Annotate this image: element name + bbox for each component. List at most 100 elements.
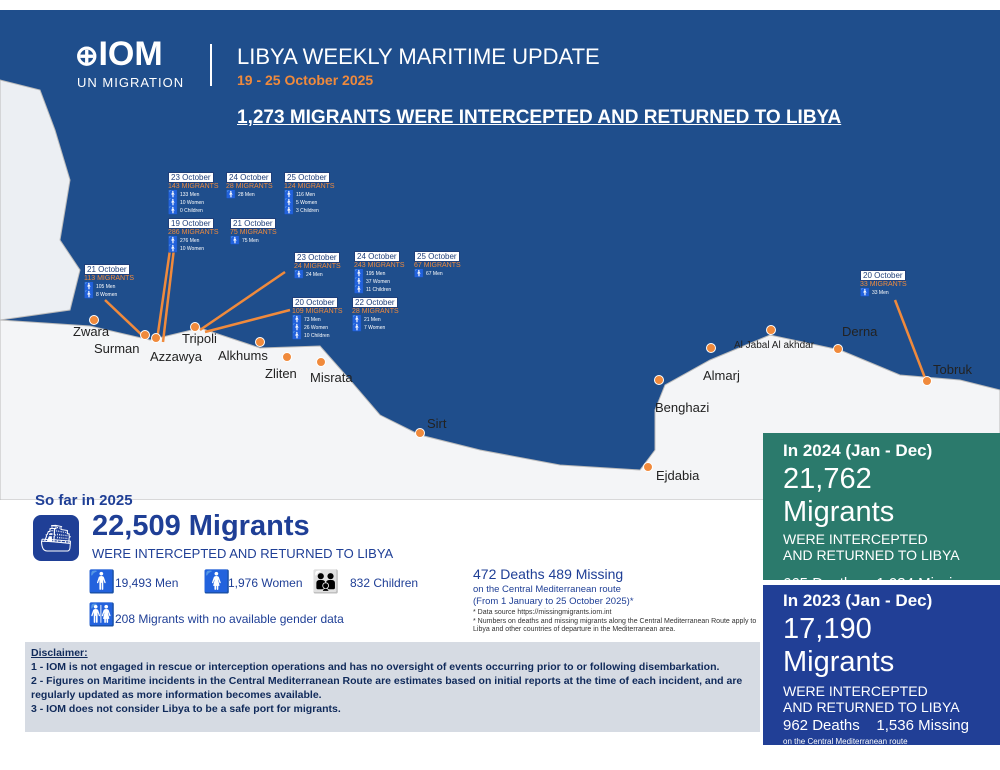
callout: 25 October 67 MIGRANTS 🚹 67 Men: [414, 251, 461, 278]
callout: 20 October 109 MIGRANTS 🚹 73 Men 🚹 26 Women 🚹 1…: [292, 297, 343, 340]
callout: 24 October 243 MIGRANTS 🚹 195 Men 🚹 37 Women 🚹…: [354, 251, 405, 294]
callout-total: 286 MIGRANTS: [168, 229, 219, 236]
man-icon: 🚹: [88, 569, 116, 594]
person-icon: 🚹: [168, 198, 178, 207]
port-dot: [706, 343, 716, 353]
route-arrow: [104, 299, 146, 339]
callout-person-row: 🚹 10 Women: [168, 245, 219, 253]
person-icon: 🚹: [84, 290, 94, 299]
port-dot: [255, 337, 265, 347]
person-icon: 🚹: [860, 288, 870, 297]
callout-person-row: 🚹 3 Children: [284, 207, 335, 215]
route-arrow: [199, 270, 286, 332]
callout-line: 133 Men: [179, 191, 200, 198]
deaths-note1: * Data source https://missingmigrants.io…: [473, 609, 612, 616]
callout-date: 24 October: [226, 172, 272, 183]
woman-icon: 🚺: [203, 569, 231, 594]
sub2-2024: AND RETURNED TO LIBYA: [783, 547, 960, 563]
city-label: Ejdabia: [656, 468, 700, 483]
disclaimer-title: Disclaimer:: [31, 647, 88, 659]
logo-sub: UN MIGRATION: [77, 75, 185, 90]
callout: 22 October 28 MIGRANTS 🚹 21 Men 🚹 7 Women: [352, 297, 399, 332]
missing-2023: 1,536 Missing: [876, 717, 969, 734]
person-icon: 🚹: [168, 190, 178, 199]
callout-line: 28 Men: [237, 191, 255, 198]
callout-line: 75 Men: [241, 237, 259, 244]
callout-line: 37 Women: [365, 278, 391, 285]
sub2-2023: AND RETURNED TO LIBYA: [783, 699, 960, 715]
port-dot: [643, 462, 653, 472]
title-2023: In 2023 (Jan - Dec): [783, 591, 933, 610]
ytd-children: 832 Children: [350, 576, 419, 590]
globe-icon: ⊕: [75, 40, 99, 71]
disclaimer: Disclaimer: 1 - IOM is not engaged in re…: [25, 642, 760, 732]
deaths-sub2: (From 1 January to 25 October 2025)*: [473, 596, 634, 607]
callout-total: 24 MIGRANTS: [294, 263, 341, 270]
person-icon: 🚹: [352, 315, 362, 324]
callout: 23 October 24 MIGRANTS 🚹 24 Men: [294, 252, 341, 279]
person-icon: 🚹: [292, 315, 302, 324]
disclaimer-item: 3 - IOM does not consider Libya to be a …: [31, 703, 341, 715]
city-label: Almarj: [703, 368, 740, 383]
land-libya: [0, 319, 1000, 500]
date-range: 19 - 25 October 2025: [237, 72, 374, 88]
headline: 1,273 MIGRANTS WERE INTERCEPTED AND RETU…: [237, 107, 842, 128]
person-icon: 🚹: [168, 206, 178, 215]
person-icon: 🚹: [226, 190, 236, 199]
callout-person-row: 🚹 7 Women: [352, 324, 399, 332]
total-2023: 17,190 Migrants: [783, 613, 895, 678]
callout-date: 20 October: [292, 297, 338, 308]
callout-line: 3 Children: [295, 207, 319, 214]
callout-date: 24 October: [354, 251, 400, 262]
callout-line: 10 Women: [179, 199, 205, 206]
ytd-nogender: 208 Migrants with no available gender da…: [115, 612, 344, 626]
callout-line: 105 Men: [95, 283, 116, 290]
callout-person-row: 🚹 10 Children: [292, 332, 343, 340]
callout-date: 21 October: [84, 264, 130, 275]
callout: 21 October 75 MIGRANTS 🚹 75 Men: [230, 218, 277, 245]
callout-line: 11 Children: [365, 286, 392, 293]
disclaimer-item: 1 - IOM is not engaged in rescue or inte…: [31, 661, 720, 673]
callout-line: 5 Women: [295, 199, 318, 206]
person-icon: 🚹: [352, 323, 362, 332]
person-icon: 🚹: [284, 206, 294, 215]
page-title: LIBYA WEEKLY MARITIME UPDATE: [237, 44, 600, 69]
callout-person-row: 🚹 73 Men: [292, 316, 343, 324]
person-icon: 🚹: [354, 277, 364, 286]
callout-total: 124 MIGRANTS: [284, 183, 335, 190]
ytd-women: 1,976 Women: [228, 576, 303, 590]
city-label: Alkhums: [218, 348, 268, 363]
person-icon: 🚹: [292, 331, 302, 340]
callout-person-row: 🚹 75 Men: [230, 237, 277, 245]
callout-line: 195 Men: [365, 270, 386, 277]
iom-logo: ⊕IOM: [75, 36, 163, 74]
port-dot: [151, 333, 161, 343]
stats-2024: In 2024 (Jan - Dec) 21,762 Migrants WERE…: [763, 433, 1000, 592]
city-label: Azzawya: [150, 349, 203, 364]
port-dot: [833, 344, 843, 354]
note2-text: Numbers on deaths and missing migrants a…: [473, 618, 757, 633]
callout-person-row: 🚹 11 Children: [354, 286, 405, 294]
ytd-sub: WERE INTERCEPTED AND RETURNED TO LIBYA: [92, 546, 394, 561]
city-label: Zliten: [265, 366, 297, 381]
port-dot: [89, 315, 99, 325]
callout: 25 October 124 MIGRANTS 🚹 116 Men 🚹 5 Women 🚹 3…: [284, 172, 335, 215]
land-tunisia: [0, 79, 81, 321]
port-dot: [415, 428, 425, 438]
boat-icon: ⛴: [33, 515, 79, 561]
callout-total: 243 MIGRANTS: [354, 262, 405, 269]
callout-person-row: 🚹 105 Men: [84, 283, 134, 291]
callout-total: 28 MIGRANTS: [226, 183, 273, 190]
callout-person-row: 🚹 5 Women: [284, 199, 335, 207]
city-label: Misrata: [310, 370, 353, 385]
route-arrow: [155, 235, 174, 341]
callout: 21 October 113 MIGRANTS 🚹 105 Men 🚹 8 Women: [84, 264, 134, 299]
port-dot: [922, 376, 932, 386]
title-2024: In 2024 (Jan - Dec): [783, 441, 933, 460]
person-icon: 🚻: [88, 602, 116, 627]
ytd-total: 22,509 Migrants: [92, 510, 310, 542]
callout-line: 8 Women: [95, 291, 118, 298]
callout-person-row: 🚹 37 Women: [354, 278, 405, 286]
route-arrow: [204, 308, 291, 334]
children-icon: 👪: [312, 569, 340, 594]
